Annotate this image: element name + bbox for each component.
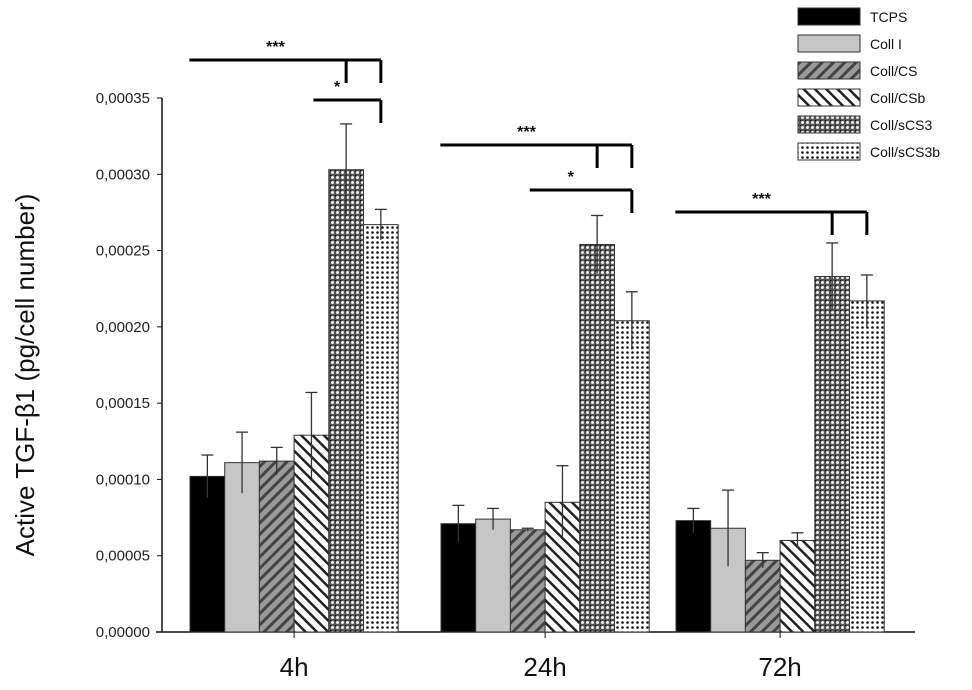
y-tick-label: 0,00010 [96,471,150,488]
bar-4h-collscs3 [328,169,364,633]
legend-swatch [797,88,861,107]
y-tick-label: 0,00000 [96,624,150,641]
y-tick-label: 0,00020 [96,319,150,336]
legend-swatch [797,142,861,161]
significance-label: *** [517,124,536,141]
legend-swatch [797,7,861,26]
legend-label: TCPS [870,9,907,25]
bar-72h-collcsb [779,539,816,633]
legend-label: Coll/sCS3b [870,144,940,160]
bar-4h-collcs [258,460,295,633]
legend-label: Coll I [870,36,902,52]
y-tick-label: 0,00005 [96,548,150,565]
legend-label: Coll/CSb [870,90,925,106]
x-tick-label: 72h [758,652,801,682]
bar-24h-collscs3 [579,243,615,633]
bar-72h-collscs3 [814,276,850,633]
significance-brackets: *********** [189,39,869,235]
axes: 0,00000 0,00005 0,00010 0,00015 0,00020 0,000… [96,90,915,682]
y-tick-label: 0,00030 [96,166,150,183]
bar-24h-collcs [509,529,546,633]
y-tick-label: 0,00015 [96,395,150,412]
significance-label: *** [752,191,771,208]
legend-swatch [797,61,861,80]
bar-4h-tcps [189,475,226,633]
y-axis-label: Active TGF-β1 (pg/cell number) [10,194,40,557]
bar-72h-collcs [744,559,781,633]
significance-label: *** [266,39,285,56]
bars [189,123,885,633]
legend-label: Coll/CS [870,63,917,79]
bar-72h-collscs3b [849,300,885,633]
x-tick-label: 4h [280,652,309,682]
bar-4h-collscs3b [363,224,399,633]
legend-label: Coll/sCS3 [870,117,932,133]
bar-24h-collscs3b [614,320,650,633]
legend: TCPS Coll I Coll/CS Coll/CSb Coll/sCS3 Coll/s… [797,7,940,161]
y-tick-label: 0,00025 [96,243,150,260]
significance-label: * [568,169,575,186]
x-tick-label: 24h [523,652,566,682]
y-tick-label: 0,00035 [96,90,150,107]
bar-24h-colli [475,518,511,633]
legend-swatch [797,34,861,53]
significance-label: * [334,79,341,96]
legend-swatch [797,115,861,134]
bar-72h-tcps [675,520,712,633]
